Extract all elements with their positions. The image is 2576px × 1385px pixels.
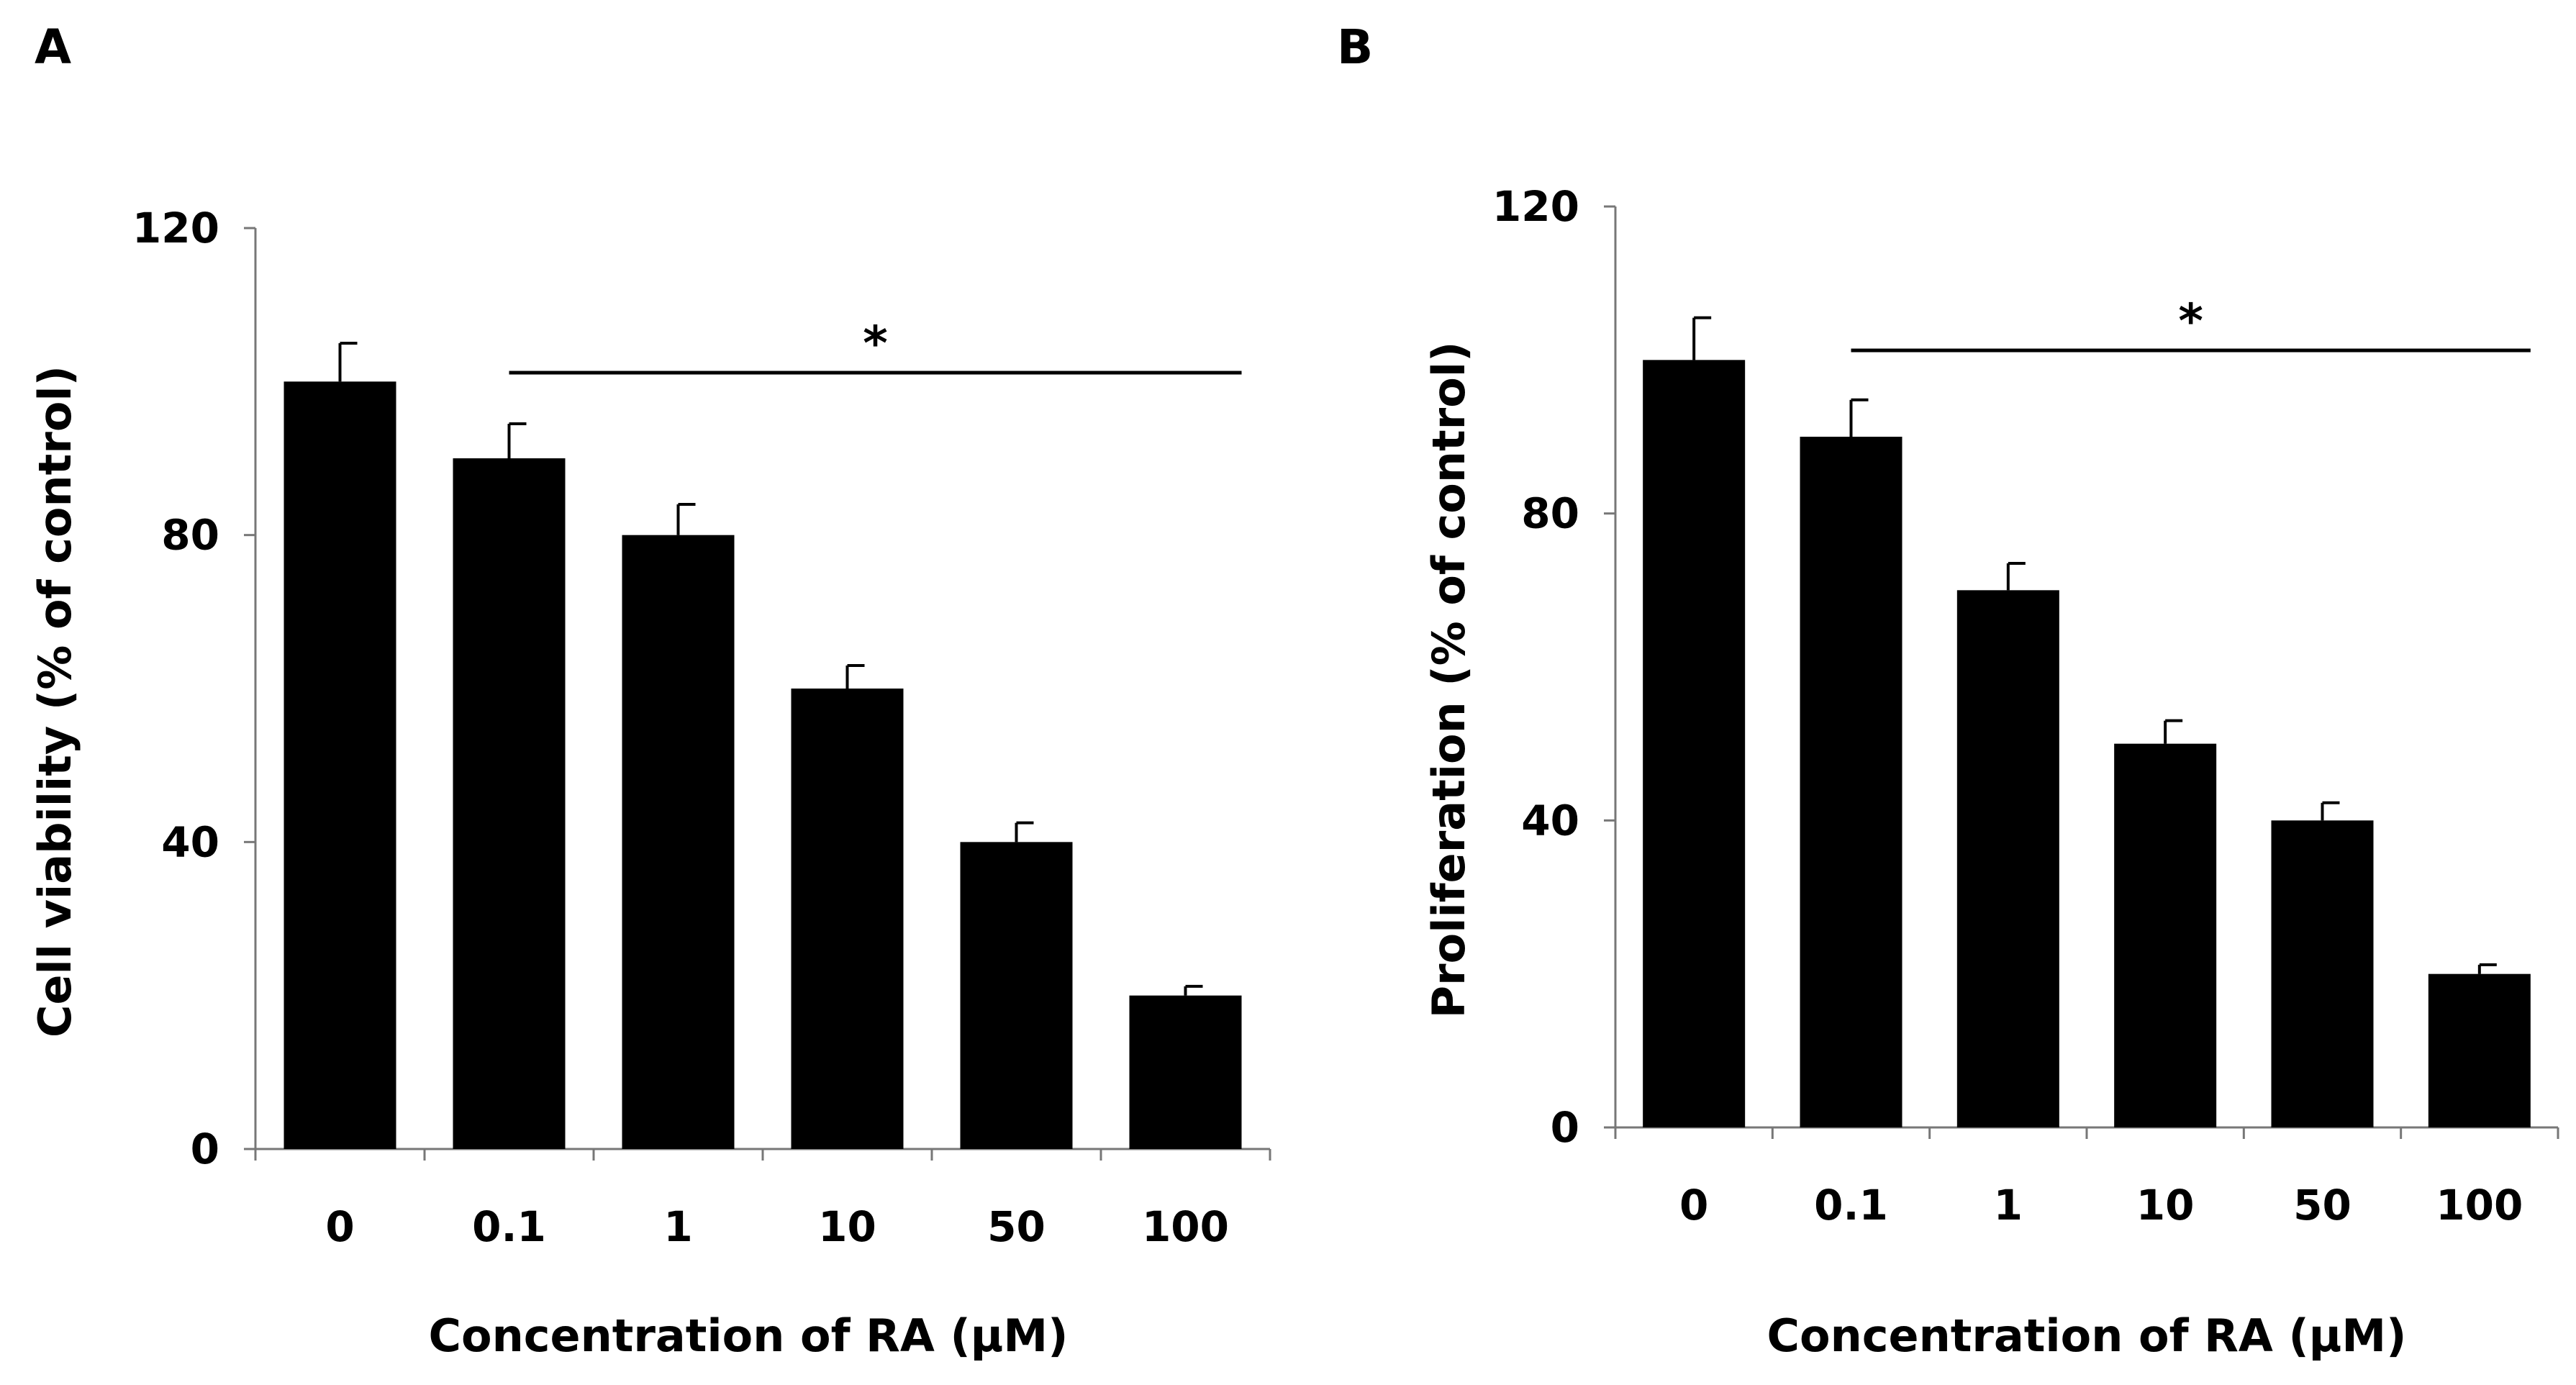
- x-tick-label: 50: [2293, 1181, 2351, 1230]
- bar: [960, 842, 1073, 1149]
- y-tick-label: 0: [191, 1125, 219, 1173]
- panel-a: A 0 40 80 120 0 0.1 1 10 50 100 * Concentration of R…: [29, 19, 1271, 1362]
- bar: [2428, 973, 2531, 1127]
- x-tick-label: 10: [818, 1202, 876, 1251]
- x-tick-label: 100: [2436, 1181, 2523, 1230]
- y-axis-title: Cell viability (% of control): [29, 365, 81, 1037]
- bar: [1129, 995, 1242, 1149]
- bar: [1643, 360, 1746, 1127]
- bar: [453, 458, 566, 1149]
- bar: [2271, 820, 2374, 1127]
- y-tick-label: 120: [1492, 182, 1579, 231]
- y-tick-label: 0: [1551, 1103, 1579, 1152]
- y-tick-label: 40: [161, 817, 219, 866]
- x-tick-label: 0: [1679, 1181, 1708, 1230]
- panel-b: B 0 40 80 120 0 0.1 1 10 50 100 * Concentration of R…: [1337, 19, 2559, 1362]
- bar: [1956, 590, 2059, 1127]
- x-tick-label: 0: [325, 1202, 354, 1251]
- significance-star: *: [2178, 294, 2203, 349]
- bar: [1800, 437, 1902, 1127]
- x-tick-label: 0.1: [472, 1202, 546, 1251]
- y-tick-label: 40: [1521, 796, 1579, 845]
- x-tick-label: 1: [1994, 1181, 2023, 1230]
- significance-star: *: [863, 316, 888, 371]
- bar: [622, 535, 735, 1149]
- y-tick-label: 80: [1521, 489, 1579, 538]
- panel-letter: B: [1337, 19, 1373, 75]
- x-tick-label: 10: [2136, 1181, 2195, 1230]
- x-tick-label: 0.1: [1814, 1181, 1888, 1230]
- x-axis-title: Concentration of RA (μM): [429, 1309, 1069, 1362]
- y-axis-title: Proliferation (% of control): [1423, 342, 1475, 1019]
- y-tick-label: 80: [161, 511, 219, 560]
- bar: [284, 381, 396, 1150]
- bar: [2114, 743, 2217, 1127]
- y-tick-label: 120: [132, 204, 219, 253]
- x-axis-title: Concentration of RA (μM): [1767, 1309, 2407, 1362]
- panel-letter: A: [35, 19, 71, 75]
- x-tick-label: 100: [1142, 1202, 1229, 1251]
- bar: [791, 689, 904, 1149]
- x-tick-label: 1: [663, 1202, 692, 1251]
- x-tick-label: 50: [987, 1202, 1046, 1251]
